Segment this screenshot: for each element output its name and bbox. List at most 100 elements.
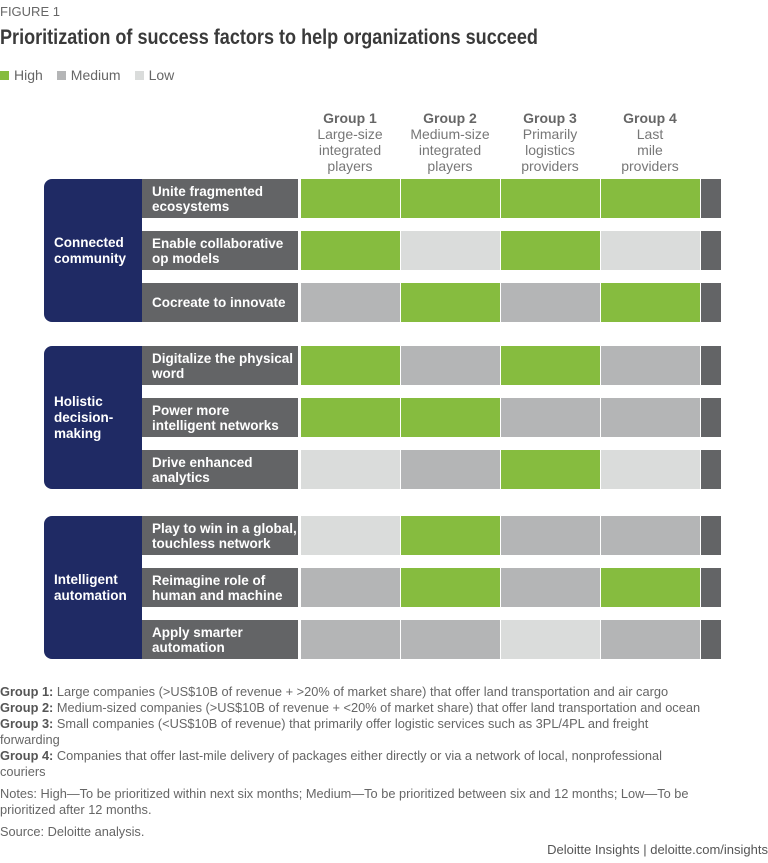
column-subtitle-line: providers bbox=[621, 158, 679, 174]
row-end-cap bbox=[701, 346, 721, 385]
group-note: Group 2: Medium-sized companies (>US$10B… bbox=[0, 700, 768, 716]
category-text: Intelligent automation bbox=[54, 572, 127, 604]
category-line: Holistic bbox=[54, 393, 103, 409]
column-title: Group 2 bbox=[423, 110, 477, 126]
column-header: Group 3 Primarily logistics providers bbox=[500, 110, 600, 174]
cell-medium bbox=[301, 568, 400, 607]
row-label-line: Drive enhanced bbox=[152, 454, 253, 470]
row-label-text: Drive enhanced analytics bbox=[152, 455, 253, 485]
group-note-label: Group 3: bbox=[0, 716, 54, 731]
cell-medium bbox=[301, 283, 400, 322]
cell-high bbox=[501, 231, 600, 270]
cell-high bbox=[601, 568, 700, 607]
cell-high bbox=[401, 179, 500, 218]
cell-medium bbox=[601, 398, 700, 437]
row-label: Reimagine role of human and machine bbox=[142, 568, 298, 607]
column-subtitle-line: Last bbox=[636, 126, 664, 142]
row-label-line: automation bbox=[152, 639, 225, 655]
cell-high bbox=[501, 450, 600, 489]
row-label-line: Enable collaborative bbox=[152, 235, 284, 251]
legend: High Medium Low bbox=[0, 67, 174, 83]
category-line: community bbox=[54, 250, 127, 266]
legend-item: High bbox=[0, 67, 43, 83]
cell-high bbox=[501, 179, 600, 218]
cell-low bbox=[601, 231, 700, 270]
row-label-line: Reimagine role of bbox=[152, 572, 266, 588]
category-line: decision- bbox=[54, 409, 114, 425]
group-note: Group 1: Large companies (>US$10B of rev… bbox=[0, 684, 768, 700]
row-label: Drive enhanced analytics bbox=[142, 450, 298, 489]
group-note-text: Companies that offer last-mile delivery … bbox=[0, 748, 662, 779]
column-header: Group 1 Large-size integrated players bbox=[300, 110, 400, 174]
legend-item: Low bbox=[134, 67, 175, 83]
cell-high bbox=[301, 398, 400, 437]
row-label-line: Apply smarter bbox=[152, 624, 243, 640]
row-label-line: analytics bbox=[152, 469, 210, 485]
cell-high bbox=[401, 283, 500, 322]
cell-high bbox=[601, 283, 700, 322]
column-header: Group 4 Last mile providers bbox=[600, 110, 700, 174]
category-line: making bbox=[54, 425, 102, 441]
column-subtitle-line: players bbox=[327, 158, 373, 174]
cell-medium bbox=[501, 398, 600, 437]
cell-low bbox=[301, 516, 400, 555]
row-label-text: Power more intelligent networks bbox=[152, 403, 279, 433]
row-label-line: op models bbox=[152, 250, 220, 266]
cell-high bbox=[601, 179, 700, 218]
footnotes: Group 1: Large companies (>US$10B of rev… bbox=[0, 684, 768, 840]
credit: Deloitte Insights | deloitte.com/insight… bbox=[547, 842, 768, 857]
row-label-line: touchless network bbox=[152, 535, 271, 551]
category-line: Connected bbox=[54, 234, 124, 250]
figure-label: FIGURE 1 bbox=[0, 4, 60, 19]
row-label-line: Power more bbox=[152, 402, 230, 418]
legend-swatch bbox=[134, 71, 144, 80]
row-label: Unite fragmented ecosystems bbox=[142, 179, 298, 218]
row-label-line: ecosystems bbox=[152, 198, 230, 214]
row-end-cap bbox=[701, 568, 721, 607]
cell-medium bbox=[501, 516, 600, 555]
cell-medium bbox=[601, 620, 700, 659]
cell-high bbox=[401, 398, 500, 437]
row-label-line: Digitalize the physical bbox=[152, 350, 294, 366]
row-label-text: Apply smarter automation bbox=[152, 625, 243, 655]
cell-medium bbox=[301, 620, 400, 659]
row-end-cap bbox=[701, 179, 721, 218]
row-label-line: word bbox=[152, 365, 185, 381]
group-note-text: Large companies (>US$10B of revenue + >2… bbox=[53, 684, 669, 699]
cell-medium bbox=[401, 346, 500, 385]
row-label: Cocreate to innovate bbox=[142, 283, 298, 322]
row-end-cap bbox=[701, 450, 721, 489]
category-text: Connected community bbox=[54, 235, 126, 267]
group-note: Group 3: Small companies (<US$10B of rev… bbox=[0, 716, 700, 748]
row-end-cap bbox=[701, 398, 721, 437]
notes-text: Notes: High—To be prioritized within nex… bbox=[0, 786, 689, 817]
column-subtitle-line: integrated bbox=[318, 142, 382, 158]
legend-label: Low bbox=[148, 67, 175, 83]
category-line: Intelligent bbox=[54, 571, 118, 587]
category-text: Holistic decision-making bbox=[54, 394, 113, 442]
row-label-line: Unite fragmented bbox=[152, 183, 264, 199]
column-subtitle-line: mile bbox=[637, 142, 663, 158]
column-subtitle-line: Primarily bbox=[522, 126, 578, 142]
cell-medium bbox=[601, 516, 700, 555]
category-line: automation bbox=[54, 587, 127, 603]
column-subtitle-line: players bbox=[427, 158, 473, 174]
category-label: Connected community bbox=[44, 179, 142, 322]
group-note-label: Group 1: bbox=[0, 684, 54, 699]
group-note-text: Small companies (<US$10B of revenue) tha… bbox=[0, 716, 649, 747]
chart-title: Prioritization of success factors to hel… bbox=[0, 26, 538, 49]
cell-low bbox=[401, 231, 500, 270]
cell-high bbox=[301, 346, 400, 385]
cell-high bbox=[301, 231, 400, 270]
group-note-label: Group 4: bbox=[0, 748, 54, 763]
column-header: Group 2 Medium-size integrated players bbox=[400, 110, 500, 174]
row-end-cap bbox=[701, 283, 721, 322]
row-label-line: Cocreate to innovate bbox=[152, 295, 286, 310]
row-end-cap bbox=[701, 231, 721, 270]
legend-item: Medium bbox=[56, 67, 121, 83]
row-label-text: Digitalize the physical word bbox=[152, 351, 293, 381]
column-subtitle-line: providers bbox=[521, 158, 579, 174]
row-label: Power more intelligent networks bbox=[142, 398, 298, 437]
column-subtitle-line: Large-size bbox=[317, 126, 383, 142]
